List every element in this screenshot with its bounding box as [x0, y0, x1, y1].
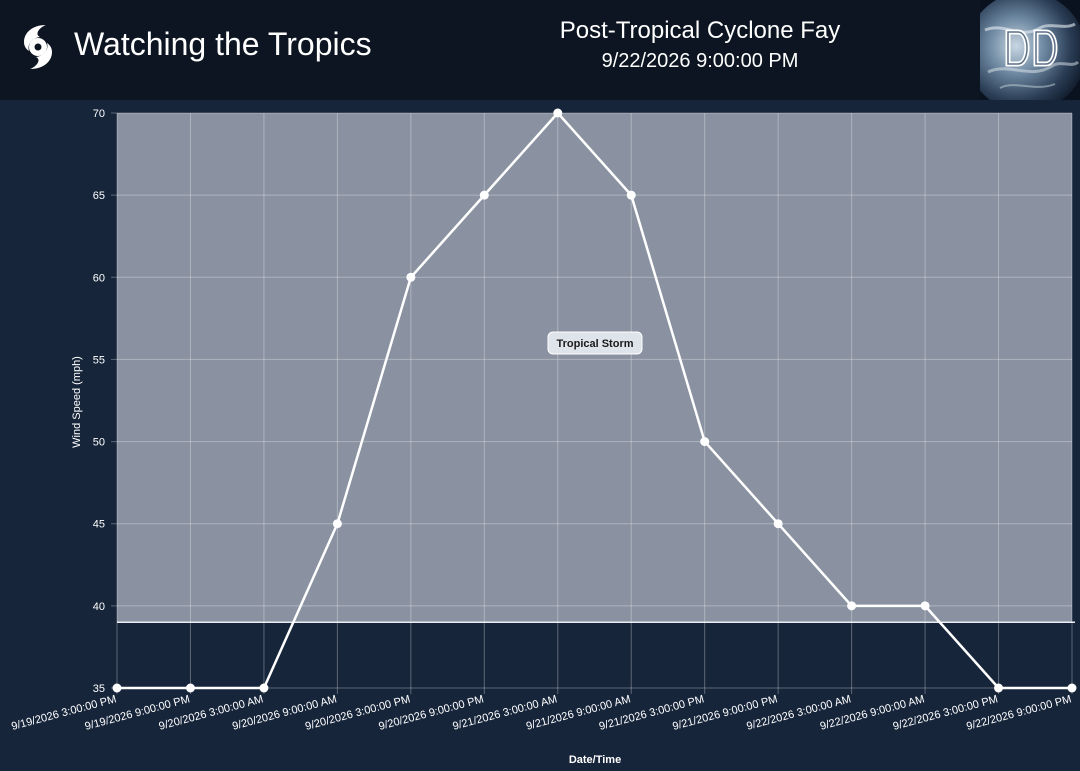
storm-timestamp: 9/22/2026 9:00:00 PM	[601, 50, 799, 72]
data-point	[1067, 683, 1077, 693]
y-tick-label: 40	[93, 601, 105, 613]
y-tick-label: 70	[93, 108, 105, 120]
band-label: Tropical Storm	[556, 338, 633, 350]
y-tick-label: 45	[93, 519, 105, 531]
y-tick-label: 35	[93, 683, 105, 695]
data-point	[773, 519, 783, 529]
data-point	[847, 601, 857, 611]
x-axis-title: Date/Time	[569, 754, 621, 766]
hurricane-icon	[24, 25, 52, 69]
storm-name: Post-Tropical Cyclone Fay	[559, 17, 841, 44]
data-point	[406, 272, 416, 282]
y-tick-label: 55	[93, 354, 105, 366]
data-point	[553, 108, 563, 118]
y-tick-label: 60	[93, 272, 105, 284]
band-label-box	[547, 331, 643, 355]
data-point	[994, 683, 1004, 693]
data-point	[479, 190, 489, 200]
y-tick-label: 65	[93, 190, 105, 202]
y-tick-label: 50	[93, 437, 105, 449]
header-bar: Watching the Tropics Post-Tropical Cyclo…	[0, 0, 1080, 100]
data-point	[700, 437, 710, 447]
data-point	[112, 683, 122, 693]
data-point	[332, 519, 342, 529]
wind-speed-line	[117, 111, 1072, 690]
dd-globe-logo-icon	[980, 0, 1080, 100]
app-title: Watching the Tropics	[74, 26, 372, 62]
data-point	[626, 190, 636, 200]
y-axis-title: Wind Speed (mph)	[71, 356, 83, 448]
data-point	[920, 601, 930, 611]
band-tropical-storm	[117, 113, 1072, 623]
data-point	[185, 683, 195, 693]
data-point	[259, 683, 269, 693]
